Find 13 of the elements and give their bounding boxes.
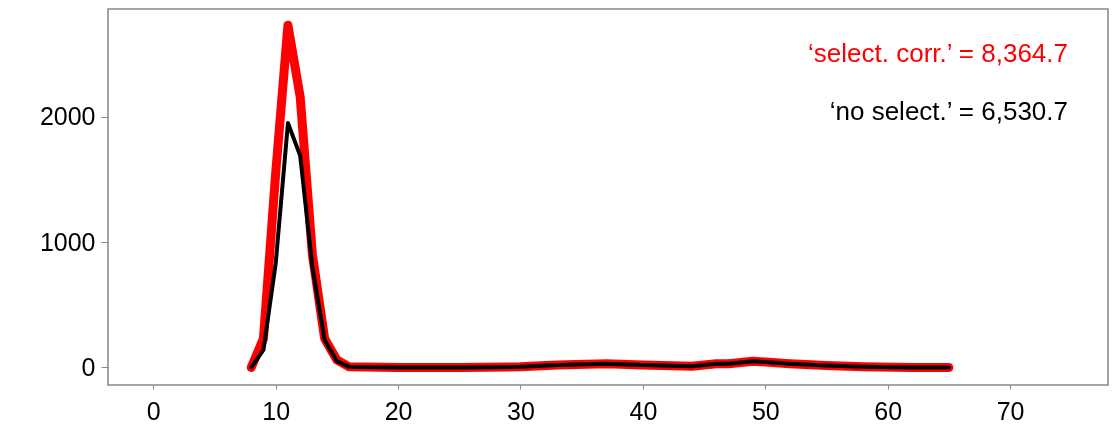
x-tick-label: 70 [996, 396, 1025, 425]
x-tick-label: 60 [874, 396, 903, 425]
x-tick-label: 0 [146, 396, 161, 425]
text: ‘no select.’ = 6,530.7 [829, 96, 1068, 126]
y-tick-label: 2000 [39, 102, 96, 131]
text: ‘select. corr.’ = 8,364.7 [808, 38, 1068, 68]
y-tick-label: 0 [81, 352, 96, 381]
y-tick-label: 1000 [39, 227, 96, 256]
x-tick-label: 40 [629, 396, 658, 425]
x-tick-label: 10 [262, 396, 291, 425]
x-tick-label: 30 [507, 396, 535, 425]
x-tick-label: 50 [751, 396, 780, 425]
x-tick-label: 20 [384, 396, 413, 425]
